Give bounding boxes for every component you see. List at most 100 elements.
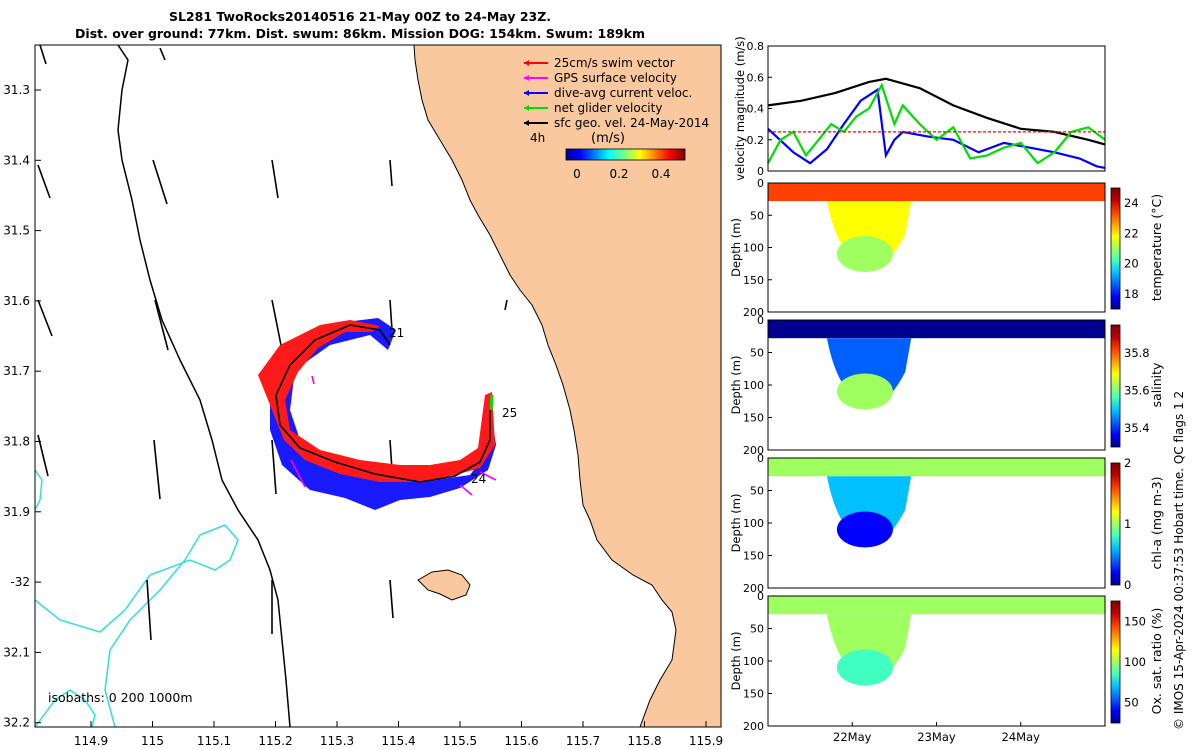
section-background-3	[768, 596, 1105, 726]
velocity-series-1	[767, 87, 1106, 169]
isobath-1000m	[35, 469, 239, 727]
lon-tick-9: 115.8	[627, 734, 661, 748]
velocity-ytick-0: 0	[757, 165, 764, 178]
section-ytick-0-0: 0	[757, 177, 764, 190]
glider-track-line	[275, 324, 491, 483]
section-ytick-3-0: 0	[757, 590, 764, 603]
section-ytick-1-0: 0	[757, 314, 764, 327]
section-ytick-2-0: 0	[757, 452, 764, 465]
lat-tick-8: 32.1	[3, 645, 30, 659]
lat-tick-1: 31.4	[3, 153, 30, 167]
lat-tick-3: 31.6	[3, 294, 30, 308]
section-ytick-0-3: 150	[743, 274, 764, 287]
section-ytick-1-3: 150	[743, 412, 764, 425]
lon-tick-8: 115.7	[566, 734, 600, 748]
section-ytick-3-1: 50	[750, 623, 764, 636]
section-cbtick-0-3: 18	[1124, 287, 1139, 301]
lon-tick-5: 115.4	[381, 734, 415, 748]
section-cbtick-3-2: 50	[1124, 696, 1139, 710]
section-deep-core-2	[836, 511, 893, 548]
section-cbtick-0-1: 22	[1124, 226, 1139, 240]
legend-arrowhead-2	[524, 90, 529, 96]
isobath-200m	[117, 45, 291, 727]
map-axes-frame	[34, 44, 722, 728]
section-ytick-3-2: 100	[743, 655, 764, 668]
section-colorbar-3	[1110, 600, 1121, 724]
lat-tick-6: 31.9	[3, 505, 30, 519]
section-colorbar-1	[1110, 324, 1121, 448]
section-ytick-1-1: 50	[750, 347, 764, 360]
section-ytick-1-2: 100	[743, 379, 764, 392]
lat-tick-2: 31.5	[3, 224, 30, 238]
section-surface-layer-2	[768, 458, 1105, 477]
lat-tick-0: 31.3	[3, 83, 30, 97]
section-cbtick-1-0: 35.8	[1124, 346, 1150, 360]
velocity-ytick-4: 0.8	[747, 40, 765, 53]
section-variable-1: salinity	[1149, 362, 1164, 407]
section-deep-core-3	[836, 649, 893, 686]
section-cbtick-1-1: 35.6	[1124, 384, 1150, 398]
legend-label-1: GPS surface velocity	[554, 71, 677, 85]
lon-tick-0: 114.9	[74, 734, 108, 748]
section-ytick-2-3: 150	[743, 550, 764, 563]
section-variable-3: Ox. sat. ratio (%)	[1149, 608, 1164, 715]
colorbar-unit: (m/s)	[591, 131, 625, 146]
depth-section-0: 0 50 100 150 200 Depth (m) 24 22 20 18 temperature…	[729, 177, 1164, 319]
lon-tick-10: 115.9	[689, 734, 723, 748]
title-line-1: SL281 TwoRocks20140516 21-May 00Z to 24-…	[168, 9, 552, 24]
section-ytick-3-3: 150	[743, 688, 764, 701]
section-ylabel-2: Depth (m)	[729, 494, 743, 553]
lon-tick-4: 115.3	[320, 734, 354, 748]
time-tick-2: 24May	[1002, 730, 1041, 744]
credit-text: © IMOS 15-Apr-2024 00:37:53 Hobart time.…	[1172, 390, 1186, 730]
section-ytick-2-1: 50	[750, 485, 764, 498]
figure-title: SL281 TwoRocks20140516 21-May 00Z to 24-…	[0, 8, 720, 42]
velocity-ylabel: velocity magnitude (m/s)	[733, 36, 747, 181]
island	[417, 569, 471, 601]
section-surface-layer-1	[768, 320, 1105, 339]
section-ytick-0-4: 200	[743, 306, 764, 319]
lat-tick-5: 31.8	[3, 435, 30, 449]
section-cbtick-2-1: 1	[1124, 517, 1131, 531]
section-cbtick-0-0: 24	[1124, 196, 1139, 210]
section-colorbar-2	[1110, 462, 1121, 586]
legend-arrowhead-0	[524, 60, 529, 66]
interval-label: 4h	[530, 131, 545, 145]
section-deep-core-0	[836, 235, 893, 272]
lon-tick-2: 115.1	[197, 734, 231, 748]
lat-tick-9: 32.2	[3, 716, 30, 730]
section-ytick-3-4: 200	[743, 720, 764, 733]
section-cbtick-2-2: 0	[1124, 578, 1131, 592]
section-cbtick-0-2: 20	[1124, 257, 1139, 271]
section-background-0	[768, 183, 1105, 312]
colorbar-tick-2: 0.4	[651, 167, 670, 181]
velocity-ytick-2: 0.4	[747, 103, 765, 116]
section-ylabel-1: Depth (m)	[729, 356, 743, 415]
section-cbtick-1-2: 35.4	[1124, 421, 1150, 435]
section-cbtick-2-0: 2	[1124, 456, 1131, 470]
section-ytick-2-4: 200	[743, 582, 764, 595]
speed-colorbar	[565, 148, 686, 161]
section-ytick-2-2: 100	[743, 517, 764, 530]
time-tick-1: 23May	[917, 730, 956, 744]
time-axis: 22May 23May 24May	[833, 722, 1040, 744]
legend-arrowhead-4	[524, 120, 529, 126]
day-label-21: 21	[389, 326, 404, 340]
legend-label-4: sfc geo. vel. 24-May-2014	[554, 116, 709, 130]
map-latitude-ticks: 31.3 31.4 31.5 31.6 31.7 31.8 31.9 -32 32.1 32.2	[3, 83, 41, 730]
section-ytick-0-2: 100	[743, 242, 764, 255]
velocity-series-0	[767, 77, 1106, 146]
lat-tick-7: -32	[10, 575, 30, 589]
colorbar-tick-1: 0.2	[609, 167, 628, 181]
lon-tick-6: 115.5	[443, 734, 477, 748]
day-label-24: 24	[471, 472, 486, 486]
legend-label-0: 25cm/s swim vector	[554, 56, 675, 70]
time-tick-0: 22May	[833, 730, 872, 744]
section-background-2	[768, 458, 1105, 588]
section-background-1	[768, 320, 1105, 450]
